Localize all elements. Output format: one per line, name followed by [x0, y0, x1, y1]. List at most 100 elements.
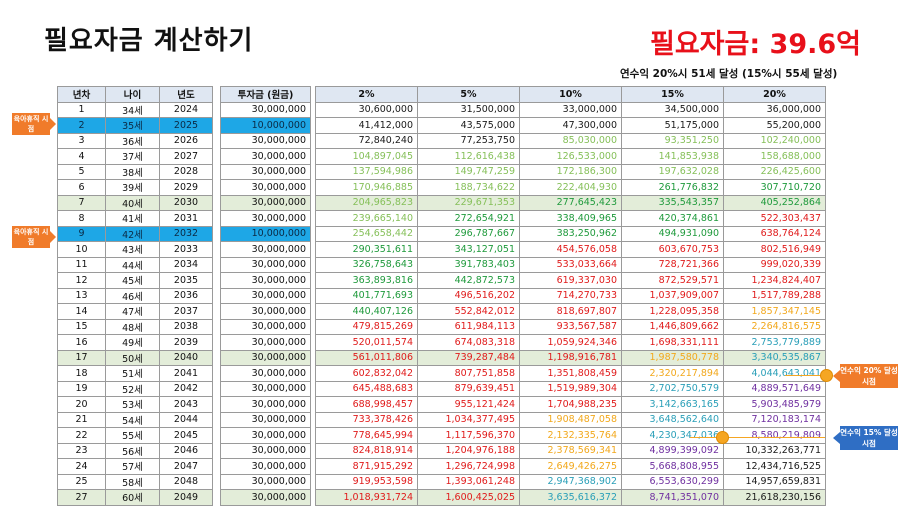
return-value-cell: 41,412,000 [315, 117, 418, 134]
return-value-cell: 307,710,720 [723, 179, 826, 196]
year-cell: 2028 [159, 163, 213, 180]
return-value-cell: 1,393,061,248 [417, 473, 520, 490]
return-value-cell: 229,671,353 [417, 194, 520, 211]
table-row: 104,897,045 112,616,438 126,533,000 141,853… [315, 148, 826, 165]
return-value-cell: 3,142,663,165 [621, 396, 724, 413]
return-value-cell: 802,516,949 [723, 241, 826, 258]
year-cell: 2042 [159, 380, 213, 397]
investment-cell: 30,000,000 [220, 365, 311, 382]
return-value-cell: 6,553,630,299 [621, 473, 724, 490]
investment-cell: 30,000,000 [220, 194, 311, 211]
table-row: 30,000,000 [220, 101, 311, 118]
table-row: 520,011,574 674,083,318 1,059,924,346 1,698… [315, 334, 826, 351]
table-row: 30,000,000 [220, 427, 311, 444]
year-cell: 2036 [159, 287, 213, 304]
table-row: 15 48세 2038 [57, 318, 213, 335]
year-index-cell: 19 [57, 380, 106, 397]
return-value-cell: 1,987,580,778 [621, 349, 724, 366]
age-cell: 49세 [105, 334, 160, 351]
age-cell: 55세 [105, 427, 160, 444]
return-value-cell: 872,529,571 [621, 272, 724, 289]
year-index-cell: 24 [57, 458, 106, 475]
return-value-cell: 2,378,569,341 [519, 442, 622, 459]
return-value-cell: 4,899,399,092 [621, 442, 724, 459]
table-row: 401,771,693 496,516,202 714,270,733 1,037,9… [315, 287, 826, 304]
return-value-cell: 254,658,442 [315, 225, 418, 242]
return-value-cell: 21,618,230,156 [723, 489, 826, 506]
header-rate-10: 10% [519, 86, 622, 103]
header-rate-5: 5% [417, 86, 520, 103]
age-cell: 50세 [105, 349, 160, 366]
return-value-cell: 72,840,240 [315, 132, 418, 149]
table-row: 30,000,000 [220, 272, 311, 289]
year-age-table: 년차 나이 년도 1 34세 2024 2 35세 2025 3 36세 2026 4 37세 202… [57, 86, 213, 506]
table-row: 30,000,000 [220, 241, 311, 258]
table-row: 30,000,000 [220, 349, 311, 366]
table-row: 30,000,000 [220, 303, 311, 320]
return-value-cell: 533,033,664 [519, 256, 622, 273]
return-value-cell: 405,252,864 [723, 194, 826, 211]
return-value-cell: 226,425,600 [723, 163, 826, 180]
table-row: 22 55세 2045 [57, 427, 213, 444]
investment-cell: 30,000,000 [220, 458, 311, 475]
investment-cell: 30,000,000 [220, 101, 311, 118]
age-cell: 43세 [105, 241, 160, 258]
table-row: 1 34세 2024 [57, 101, 213, 118]
table-row: 778,645,994 1,117,596,370 2,132,335,764 4,2… [315, 427, 826, 444]
return-value-cell: 454,576,058 [519, 241, 622, 258]
investment-cell: 30,000,000 [220, 132, 311, 149]
table-row: 30,000,000 [220, 163, 311, 180]
year-age-header-row: 년차 나이 년도 [57, 86, 213, 103]
return-value-cell: 338,409,965 [519, 210, 622, 227]
table-row: 30,000,000 [220, 256, 311, 273]
table-row: 30,000,000 [220, 473, 311, 490]
return-value-cell: 645,488,683 [315, 380, 418, 397]
return-value-cell: 955,121,424 [417, 396, 520, 413]
age-cell: 40세 [105, 194, 160, 211]
investment-cell: 30,000,000 [220, 411, 311, 428]
return-value-cell: 391,783,403 [417, 256, 520, 273]
return-value-cell: 2,753,779,889 [723, 334, 826, 351]
return-value-cell: 2,320,217,894 [621, 365, 724, 382]
return-value-cell: 188,734,622 [417, 179, 520, 196]
return-value-cell: 149,747,259 [417, 163, 520, 180]
return-value-cell: 638,764,124 [723, 225, 826, 242]
investment-table: 투자금 (원금) 30,000,000 10,000,000 30,000,000 3… [220, 86, 311, 506]
return-value-cell: 197,632,028 [621, 163, 724, 180]
return-value-cell: 277,645,423 [519, 194, 622, 211]
age-cell: 41세 [105, 210, 160, 227]
return-value-cell: 363,893,816 [315, 272, 418, 289]
table-row: 9 42세 2032 [57, 225, 213, 242]
header-age: 나이 [105, 86, 160, 103]
return-value-cell: 496,516,202 [417, 287, 520, 304]
table-row: 561,011,806 739,287,484 1,198,916,781 1,987… [315, 349, 826, 366]
year-index-cell: 15 [57, 318, 106, 335]
return-value-cell: 33,000,000 [519, 101, 622, 118]
return-value-cell: 611,984,113 [417, 318, 520, 335]
age-cell: 58세 [105, 473, 160, 490]
return-value-cell: 343,127,051 [417, 241, 520, 258]
table-row: 254,658,442 296,787,667 383,250,962 494,931… [315, 225, 826, 242]
table-row: 30,000,000 [220, 380, 311, 397]
age-cell: 53세 [105, 396, 160, 413]
target-15-tag: 연수익 15% 달성시점 [833, 426, 898, 450]
table-row: 10,000,000 [220, 117, 311, 134]
table-row: 688,998,457 955,121,424 1,704,988,235 3,142… [315, 396, 826, 413]
year-cell: 2038 [159, 318, 213, 335]
return-value-cell: 102,240,000 [723, 132, 826, 149]
year-index-cell: 14 [57, 303, 106, 320]
return-value-cell: 871,915,292 [315, 458, 418, 475]
return-value-cell: 520,011,574 [315, 334, 418, 351]
return-value-cell: 31,500,000 [417, 101, 520, 118]
return-value-cell: 290,351,611 [315, 241, 418, 258]
table-row: 645,488,683 879,639,451 1,519,989,304 2,702… [315, 380, 826, 397]
year-cell: 2035 [159, 272, 213, 289]
table-row: 21 54세 2044 [57, 411, 213, 428]
investment-cell: 10,000,000 [220, 225, 311, 242]
investment-cell: 30,000,000 [220, 349, 311, 366]
return-value-cell: 326,758,643 [315, 256, 418, 273]
year-index-cell: 8 [57, 210, 106, 227]
header-rate-20: 20% [723, 86, 826, 103]
header-rate-2: 2% [315, 86, 418, 103]
year-index-cell: 17 [57, 349, 106, 366]
